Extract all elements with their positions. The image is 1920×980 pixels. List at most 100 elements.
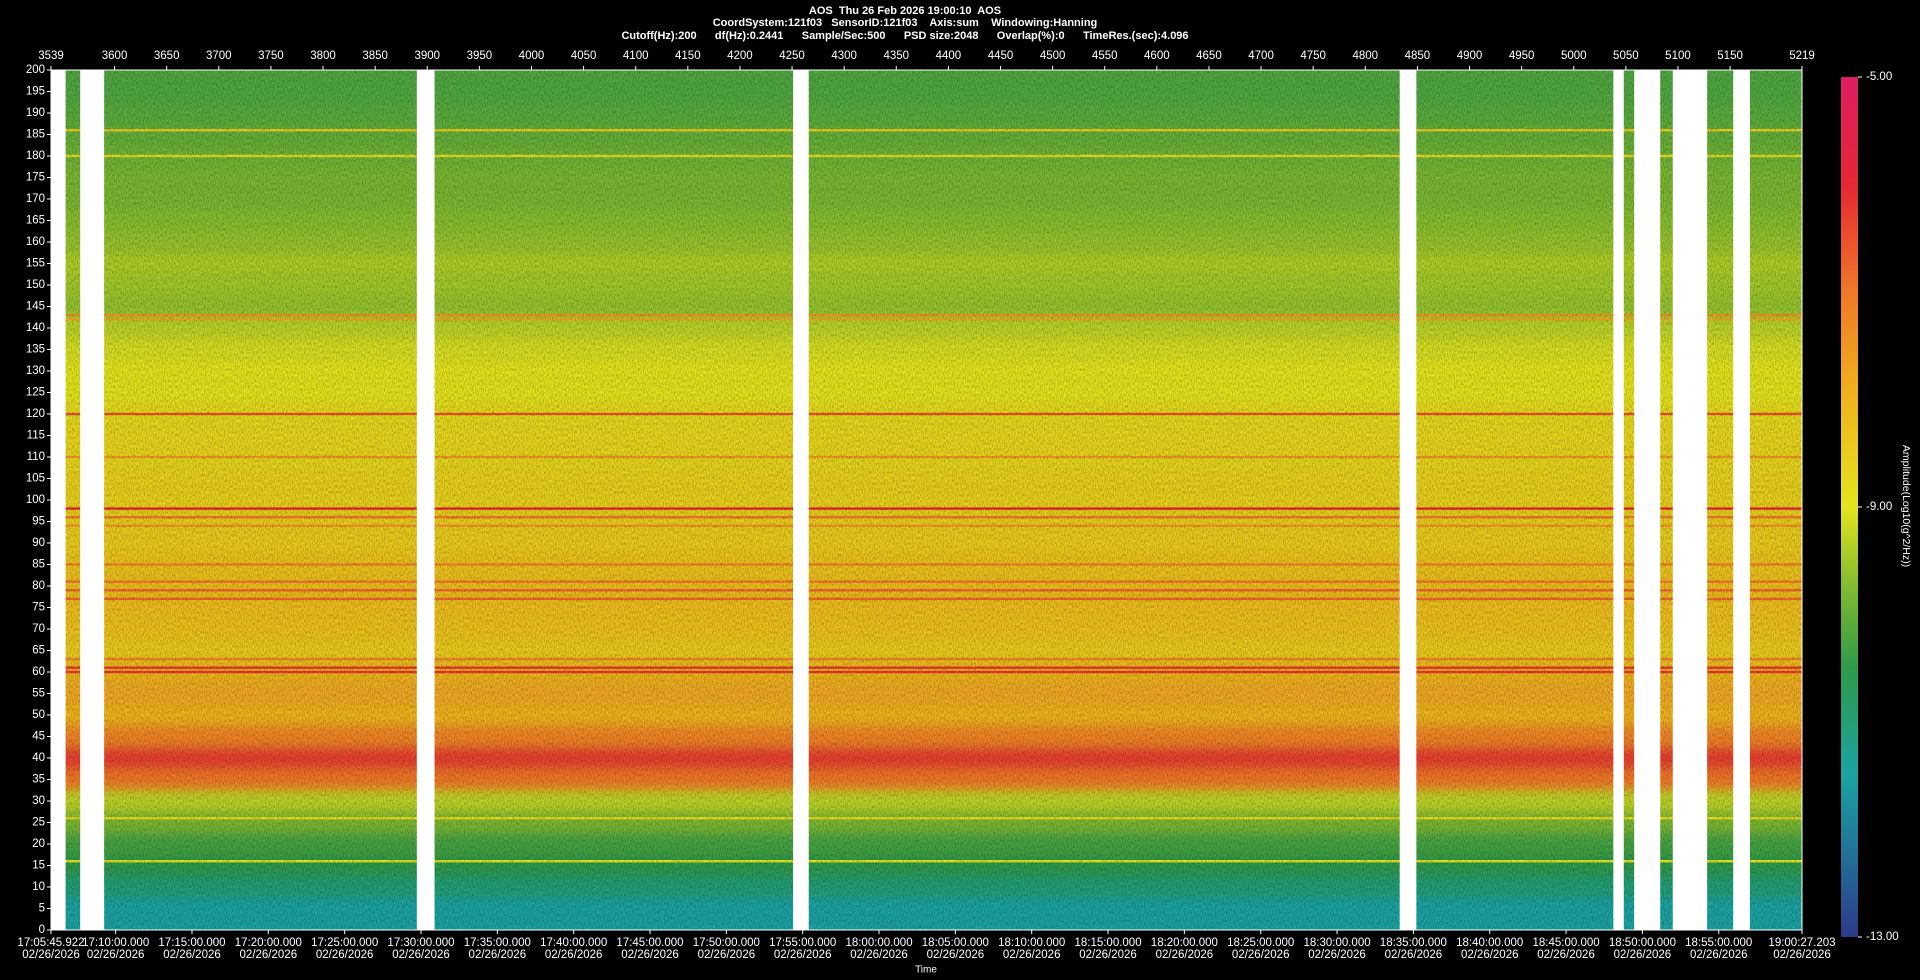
x-tick-label: 4650 <box>1196 50 1222 62</box>
x-tick-label: 3539 <box>38 50 64 62</box>
time-tick-label: 17:25:00.000 <box>311 937 378 949</box>
x-tick-label: 4750 <box>1300 50 1326 62</box>
y-tick-label: 200 <box>26 64 45 76</box>
y-tick-label: 60 <box>32 666 45 678</box>
time-tick-date: 02/26/2026 <box>1308 949 1366 961</box>
y-tick-label: 145 <box>26 301 45 313</box>
colorbar-title: Amplitude(Log10(g^2/Hz)) <box>1900 445 1912 567</box>
y-tick-label: 90 <box>32 537 45 549</box>
y-tick-label: 110 <box>27 451 45 463</box>
time-tick-date: 02/26/2026 <box>927 949 985 961</box>
y-tick-label: 115 <box>27 430 45 442</box>
y-tick-label: 5 <box>39 903 45 915</box>
colorbar-tick-label: -5.00 <box>1866 71 1892 83</box>
x-tick-label: 3700 <box>206 50 232 62</box>
x-tick-label: 4100 <box>623 50 649 62</box>
time-tick-date: 02/26/2026 <box>392 949 450 961</box>
time-tick-date: 02/26/2026 <box>1079 949 1137 961</box>
time-tick-label: 17:55:00.000 <box>769 937 836 949</box>
y-tick-label: 160 <box>26 236 45 248</box>
y-tick-label: 95 <box>32 516 45 528</box>
axes: 0510152025303540455055606570758085909510… <box>17 50 1835 961</box>
time-tick-label: 18:45:00.000 <box>1532 937 1599 949</box>
y-tick-label: 80 <box>32 580 45 592</box>
colorbar <box>1841 77 1858 937</box>
time-tick-date: 02/26/2026 <box>774 949 832 961</box>
data-gap <box>1634 70 1661 930</box>
time-tick-label: 17:15:00.000 <box>158 937 225 949</box>
chart-title: AOS Thu 26 Feb 2026 19:00:10 AOS <box>809 5 1001 17</box>
data-gap <box>80 70 105 930</box>
x-tick-label: 4500 <box>1040 50 1066 62</box>
time-tick-date: 02/26/2026 <box>1461 949 1519 961</box>
chart-subtitle: Cutoff(Hz):200 df(Hz):0.2441 Sample/Sec:… <box>621 30 1188 42</box>
x-tick-label: 4300 <box>831 50 857 62</box>
time-tick-date: 02/26/2026 <box>1614 949 1672 961</box>
x-tick-label: 3600 <box>102 50 128 62</box>
time-tick-date: 02/26/2026 <box>621 949 679 961</box>
x-tick-label: 3750 <box>258 50 284 62</box>
y-tick-label: 155 <box>26 258 45 270</box>
colorbar-tick-label: -13.00 <box>1866 931 1899 943</box>
y-tick-label: 125 <box>26 387 45 399</box>
x-tick-label: 5000 <box>1561 50 1587 62</box>
time-tick-label: 17:20:00.000 <box>235 937 302 949</box>
time-tick-label: 18:00:00.000 <box>845 937 912 949</box>
y-tick-label: 15 <box>32 860 45 872</box>
time-tick-label: 18:30:00.000 <box>1303 937 1370 949</box>
y-tick-label: 130 <box>26 365 45 377</box>
data-gap <box>1613 70 1624 930</box>
time-tick-date: 02/26/2026 <box>698 949 756 961</box>
y-tick-label: 85 <box>32 559 45 571</box>
y-tick-label: 35 <box>32 774 45 786</box>
time-tick-label: 18:55:00.000 <box>1685 937 1752 949</box>
time-tick-label: 17:35:00.000 <box>464 937 531 949</box>
y-tick-label: 140 <box>26 322 45 334</box>
colorbar-tick-label: -9.00 <box>1866 501 1892 513</box>
y-tick-label: 45 <box>32 731 45 743</box>
time-tick-date: 02/26/2026 <box>545 949 603 961</box>
time-tick-label: 17:40:00.000 <box>540 937 607 949</box>
x-tick-label: 4800 <box>1352 50 1378 62</box>
x-tick-label: 3950 <box>467 50 493 62</box>
texture <box>51 70 1802 930</box>
time-tick-date: 02/26/2026 <box>87 949 145 961</box>
time-tick-label: 18:40:00.000 <box>1456 937 1523 949</box>
x-tick-label: 5100 <box>1665 50 1691 62</box>
time-tick-label: 17:50:00.000 <box>693 937 760 949</box>
x-tick-label: 5150 <box>1717 50 1743 62</box>
y-tick-label: 55 <box>32 688 45 700</box>
time-tick-date: 02/26/2026 <box>1773 949 1831 961</box>
y-tick-label: 170 <box>26 193 45 205</box>
y-tick-label: 175 <box>26 172 45 184</box>
y-tick-label: 25 <box>32 817 45 829</box>
y-tick-label: 150 <box>26 279 45 291</box>
x-tick-label: 4050 <box>571 50 597 62</box>
time-tick-date: 02/26/2026 <box>850 949 908 961</box>
time-tick-date: 02/26/2026 <box>1232 949 1290 961</box>
data-gap <box>1399 70 1417 930</box>
x-tick-label: 5050 <box>1613 50 1639 62</box>
y-tick-label: 185 <box>26 129 45 141</box>
time-tick-label: 17:45:00.000 <box>616 937 683 949</box>
x-tick-label: 4600 <box>1144 50 1170 62</box>
y-tick-label: 70 <box>32 623 45 635</box>
x-tick-label: 4200 <box>727 50 753 62</box>
y-tick-label: 190 <box>26 107 45 119</box>
data-gaps <box>51 70 1750 930</box>
x-tick-label: 3850 <box>362 50 388 62</box>
time-tick-label: 18:50:00.000 <box>1609 937 1676 949</box>
y-tick-label: 20 <box>32 838 45 850</box>
x-tick-label: 4950 <box>1509 50 1535 62</box>
x-tick-label: 3900 <box>414 50 440 62</box>
y-tick-label: 75 <box>32 602 45 614</box>
y-tick-label: 40 <box>32 752 45 764</box>
time-tick-label: 17:05:45.922 <box>17 937 84 949</box>
chart-subtitle: CoordSystem:121f03 SensorID:121f03 Axis:… <box>713 17 1098 29</box>
time-tick-date: 02/26/2026 <box>240 949 298 961</box>
x-tick-label: 4150 <box>675 50 701 62</box>
time-tick-label: 18:25:00.000 <box>1227 937 1294 949</box>
y-tick-label: 105 <box>26 473 45 485</box>
data-gap <box>416 70 435 930</box>
time-tick-date: 02/26/2026 <box>316 949 374 961</box>
